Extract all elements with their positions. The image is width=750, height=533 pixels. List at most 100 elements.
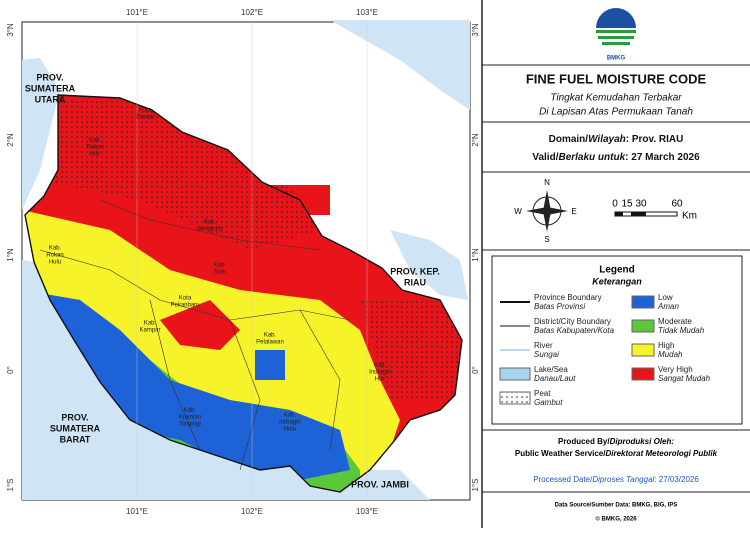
legend-box [491, 255, 743, 425]
regency-label: Hulu [284, 427, 296, 433]
regency-label: Kuantan [179, 415, 201, 421]
regency-label: Hulu [49, 260, 61, 266]
regency-label: Indragiri [279, 420, 301, 426]
legend-label-id: Batas Kabupaten/Kota [534, 326, 615, 335]
title: FINE FUEL MOISTURE CODE [526, 71, 707, 86]
province-label: PROV. JAMBI [351, 479, 409, 489]
producer-label: Produced By/Diproduksi Oleh: [558, 437, 674, 446]
lat-label: 1°N [471, 248, 480, 262]
legend-label: High [658, 341, 674, 350]
logo: BMKG [596, 8, 636, 62]
legend-title: Legend [599, 265, 635, 276]
province-boundary [24, 94, 463, 493]
zone-very-high [160, 300, 240, 350]
info-panel: BMKG FINE FUEL MOISTURE CODE Tingkat Kem… [481, 0, 750, 528]
regency-label: Kab. [264, 333, 277, 339]
logo-text: BMKG [607, 56, 626, 62]
legend-label-id: Danau/Laut [534, 374, 576, 383]
land-south [22, 260, 430, 500]
regency-label: Kab. [374, 363, 387, 369]
producer-label-en: Produced By/ [558, 437, 610, 446]
province-label: SUMATERA [25, 83, 76, 93]
legend-label: Very High [658, 365, 693, 374]
subtitle: Di Lapisan Atas Permukaan Tanah [539, 107, 693, 118]
compass-s: S [544, 235, 549, 244]
lon-label: 103°E [356, 8, 378, 17]
processed-label: Processed Date/ [533, 475, 593, 484]
province-label: PROV. KEP. [390, 266, 440, 276]
legend-label-id: Tidak Mudah [658, 326, 705, 335]
lon-label: 103°E [356, 507, 378, 516]
regency-label: Kota [139, 108, 152, 114]
lat-label: 1°S [471, 479, 480, 492]
islands [390, 230, 468, 300]
copyright: © BMKG, 2026 [595, 516, 637, 523]
processed: Processed Date/Diproses Tanggal: 27/03/2… [533, 475, 699, 484]
regency-label: Kab. [214, 263, 227, 269]
legend-swatch [499, 367, 531, 381]
province-label: BARAT [60, 434, 91, 444]
compass-n: N [544, 178, 550, 187]
regency-label: Kab. [144, 321, 157, 327]
subtitle: Tingkat Kemudahan Terbakar [550, 93, 682, 104]
compass-e: E [571, 207, 576, 216]
lat-label: 2°N [471, 133, 480, 147]
legend-label: Low [658, 293, 673, 302]
regency-label: Rokan [86, 145, 103, 151]
legend-swatch [631, 343, 655, 357]
legend-swatch [631, 367, 655, 381]
scale-label: 15 [621, 199, 633, 210]
lat-label: 1°S [6, 479, 15, 492]
province-label: RIAU [404, 277, 426, 287]
malaysia [330, 20, 470, 110]
domain-label-id: Wilayah [588, 134, 626, 145]
scale-label: 60 [671, 199, 683, 210]
legend-swatch [631, 319, 655, 333]
zone-low [25, 290, 350, 480]
regency-label: Siak [214, 270, 227, 276]
land-north [22, 58, 60, 210]
legend-label: Province Boundary [534, 293, 602, 302]
producer-id: Direktorat Meteorologi Publik [605, 449, 717, 458]
regency-label: Singingi [179, 422, 200, 428]
legend-label: Peat [534, 389, 551, 398]
legend-label-id: Gambut [534, 398, 563, 407]
legend-label-id: Batas Provinsi [534, 302, 585, 311]
zone-low [255, 350, 285, 380]
regency-label: Dumai [136, 115, 153, 121]
lat-label: 3°N [6, 23, 15, 37]
regency-label: Indragiri [369, 370, 391, 376]
graticule [136, 22, 368, 500]
regency-label: Pekanbaru [170, 303, 199, 309]
lat-label: 3°N [471, 23, 480, 37]
valid-label-id: Berlaku untuk [558, 152, 625, 163]
legend-label-id: Sangat Mudah [658, 374, 711, 383]
legend-label: Lake/Sea [534, 365, 568, 374]
legend-label: District/City Boundary [534, 317, 611, 326]
regency-label: Kota [179, 296, 192, 302]
regency-label: Kab. [204, 220, 217, 226]
regency-label: Kab. [49, 246, 62, 252]
regency-label: Rokan [46, 253, 63, 259]
lon-label: 102°E [241, 8, 263, 17]
legend-swatch [631, 295, 655, 309]
regency-label: Hilir [375, 377, 385, 383]
province-label: PROV. [36, 72, 63, 82]
lat-label: 0° [6, 366, 15, 374]
domain-label: Domain/ [549, 134, 589, 145]
legend-label-id: Mudah [658, 350, 683, 359]
map: 101°E 102°E 103°E 101°E 102°E 103°E 3°N … [6, 8, 480, 516]
province-label: UTARA [35, 94, 66, 104]
regency-label: Kab. [184, 408, 197, 414]
lat-label: 1°N [6, 248, 15, 262]
regency-label: Kab. [284, 413, 297, 419]
regency-label: Kampar [139, 328, 160, 334]
regency-label: Bengkalis [197, 227, 223, 233]
producer: Public Weather Service/Direktorat Meteor… [515, 449, 718, 458]
lat-label: 0° [471, 366, 480, 374]
valid-label: Valid/ [532, 152, 558, 163]
scale-unit: Km [682, 211, 697, 222]
compass-w: W [514, 207, 522, 216]
legend-subtitle: Keterangan [592, 276, 642, 286]
